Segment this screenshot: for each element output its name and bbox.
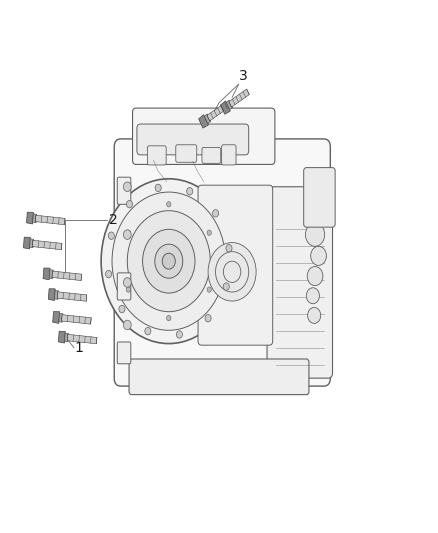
Polygon shape (49, 270, 53, 279)
Circle shape (187, 188, 193, 195)
Circle shape (108, 232, 114, 239)
Circle shape (306, 288, 319, 304)
Polygon shape (48, 289, 55, 301)
Circle shape (177, 331, 183, 338)
Circle shape (162, 253, 175, 269)
Circle shape (307, 266, 323, 286)
Circle shape (166, 316, 171, 321)
Polygon shape (62, 314, 91, 324)
Circle shape (223, 261, 241, 282)
Circle shape (124, 320, 131, 330)
Circle shape (207, 287, 212, 292)
Circle shape (208, 243, 256, 301)
Circle shape (126, 230, 131, 236)
Circle shape (106, 270, 112, 278)
Circle shape (145, 327, 151, 335)
Polygon shape (24, 237, 30, 249)
Circle shape (226, 245, 232, 252)
FancyBboxPatch shape (198, 185, 273, 345)
FancyBboxPatch shape (117, 273, 131, 300)
Polygon shape (198, 115, 208, 128)
FancyBboxPatch shape (129, 359, 309, 394)
Polygon shape (220, 101, 230, 114)
Circle shape (207, 230, 212, 236)
Circle shape (112, 192, 226, 330)
Polygon shape (226, 100, 233, 110)
Circle shape (212, 209, 219, 217)
Polygon shape (204, 114, 211, 124)
Circle shape (127, 211, 210, 312)
Text: 3: 3 (239, 69, 247, 83)
Polygon shape (57, 292, 87, 301)
Polygon shape (33, 214, 37, 223)
Polygon shape (67, 334, 97, 344)
Polygon shape (30, 239, 34, 248)
Circle shape (307, 308, 321, 324)
Polygon shape (27, 212, 33, 224)
Circle shape (305, 223, 325, 246)
Polygon shape (53, 312, 60, 324)
Circle shape (101, 179, 237, 344)
FancyBboxPatch shape (114, 139, 330, 386)
Polygon shape (35, 215, 65, 225)
Circle shape (166, 201, 171, 207)
Circle shape (223, 283, 229, 290)
Circle shape (124, 230, 131, 239)
Circle shape (126, 287, 131, 292)
Text: 2: 2 (109, 213, 118, 227)
FancyBboxPatch shape (222, 145, 236, 165)
Polygon shape (43, 268, 50, 280)
FancyBboxPatch shape (202, 148, 221, 164)
Circle shape (124, 278, 131, 287)
Polygon shape (32, 240, 62, 249)
Text: 1: 1 (74, 341, 83, 355)
FancyBboxPatch shape (137, 124, 249, 155)
FancyBboxPatch shape (148, 146, 166, 165)
Circle shape (127, 200, 133, 208)
Polygon shape (64, 333, 69, 342)
Circle shape (155, 244, 183, 278)
Circle shape (205, 314, 211, 322)
Polygon shape (229, 89, 249, 107)
FancyBboxPatch shape (267, 187, 332, 378)
Polygon shape (54, 290, 59, 300)
FancyBboxPatch shape (133, 108, 275, 165)
Circle shape (143, 229, 195, 293)
FancyBboxPatch shape (176, 145, 197, 163)
Circle shape (124, 182, 131, 191)
FancyBboxPatch shape (117, 177, 131, 204)
FancyBboxPatch shape (117, 342, 131, 364)
Polygon shape (58, 332, 65, 343)
Circle shape (155, 184, 161, 191)
Polygon shape (59, 313, 63, 322)
Polygon shape (207, 103, 227, 121)
Polygon shape (52, 271, 81, 280)
Circle shape (119, 305, 125, 313)
Circle shape (311, 246, 326, 265)
Circle shape (215, 252, 249, 292)
FancyBboxPatch shape (304, 167, 335, 227)
